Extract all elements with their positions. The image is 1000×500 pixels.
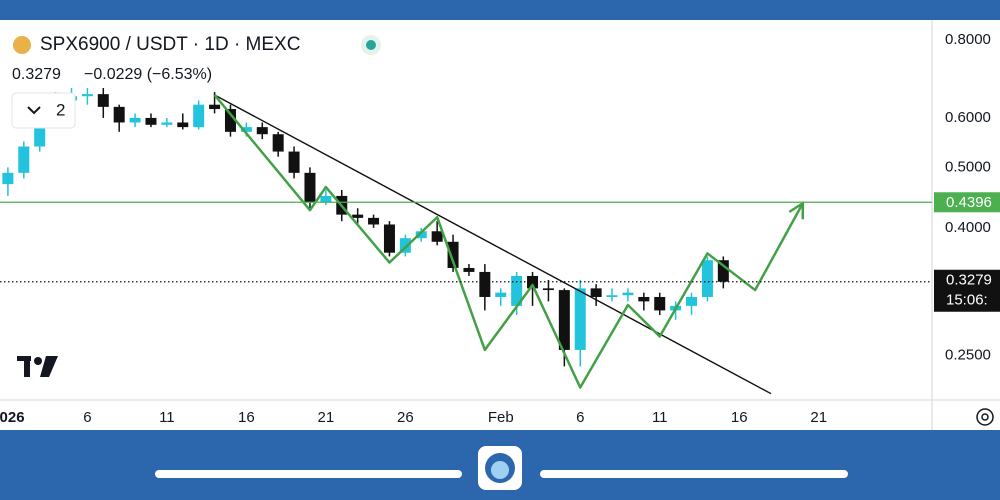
x-tick-label: Feb (488, 409, 514, 426)
nav-bar-left[interactable] (155, 470, 462, 478)
candle-body (224, 109, 236, 132)
drawing-line (213, 94, 804, 389)
candle-body (415, 231, 427, 239)
candle-body (272, 134, 284, 152)
price-change: −0.0229 (−6.53%) (84, 66, 212, 83)
x-tick-label: 16 (238, 409, 255, 426)
candle-body (701, 260, 713, 297)
drawing-line (214, 94, 772, 395)
candle-body (240, 127, 252, 132)
collapse-button[interactable] (11, 92, 76, 129)
logo-part (40, 356, 58, 377)
candle-body (606, 295, 618, 297)
candle-body (590, 288, 602, 297)
candle-body (479, 271, 491, 297)
x-tick-label: 2026 (0, 409, 25, 426)
x-tick-label: 6 (576, 409, 584, 426)
last-price: 0.3279 (12, 66, 61, 83)
candle-body (177, 122, 189, 128)
y-tick-label: 0.4000 (945, 219, 991, 236)
top-frame (0, 0, 1000, 20)
countdown: 15:06: (946, 292, 988, 309)
x-tick-label: 26 (397, 409, 414, 426)
candle-body (352, 214, 364, 218)
candle-body (511, 275, 523, 306)
candle-body (638, 296, 650, 302)
x-tick-label: 16 (731, 409, 748, 426)
candle-body (304, 172, 316, 203)
candle-body (383, 224, 395, 253)
candle-body (368, 217, 380, 225)
x-tick-label: 11 (652, 409, 668, 426)
app-icon-core (491, 461, 509, 479)
candle-body (686, 296, 698, 306)
candle-body (431, 231, 443, 242)
settings-icon[interactable] (976, 408, 994, 426)
candle-body (574, 288, 586, 350)
logo-part (34, 357, 42, 365)
x-tick-label: 11 (159, 409, 175, 426)
candle-body (654, 296, 666, 311)
candle-body (463, 267, 475, 272)
y-tick-label: 0.8000 (945, 31, 991, 48)
candle-body (447, 241, 459, 268)
status-dot (366, 40, 376, 50)
candle-body (558, 290, 570, 350)
x-tick-label: 21 (810, 409, 827, 426)
x-tick-label: 21 (318, 409, 335, 426)
collapse-count: 2 (56, 100, 65, 119)
candle-body (209, 104, 221, 110)
nav-bar-right[interactable] (540, 470, 848, 478)
tv-logo (17, 356, 58, 377)
logo-part (24, 356, 30, 377)
candle-body (34, 117, 46, 147)
candle-body (145, 117, 157, 125)
settings-icon-core (981, 413, 989, 421)
chart-title: SPX6900 / USDT · 1D · MEXC (40, 34, 300, 55)
y-tick-label: 0.6000 (945, 109, 991, 126)
candle-body (193, 104, 205, 128)
plot-area (2, 88, 805, 395)
price-label-box (934, 269, 1000, 312)
candle-body (320, 195, 332, 203)
price-label: 0.4396 (946, 194, 992, 211)
y-tick-label: 0.5000 (945, 158, 991, 175)
candle-body (542, 288, 554, 291)
price-label-box (934, 192, 1000, 213)
candle-body (81, 94, 93, 97)
candle-body (399, 238, 411, 253)
candle-body (161, 122, 173, 125)
y-tick-label: 0.2500 (945, 346, 991, 363)
candle-body (717, 260, 729, 282)
price-label: 0.3279 (946, 272, 992, 289)
candle-body (129, 117, 141, 123)
x-tick-label: 6 (83, 409, 91, 426)
candle-body (495, 292, 507, 297)
candle-body (288, 151, 300, 173)
candle-body (97, 94, 109, 107)
arrow-head (788, 200, 805, 220)
candle-body (622, 292, 634, 296)
candle-body (256, 127, 268, 135)
candle-body (18, 146, 30, 173)
candle-body (2, 172, 14, 185)
chevron (27, 106, 41, 115)
symbol-icon (13, 36, 31, 54)
candle-body (113, 106, 125, 123)
